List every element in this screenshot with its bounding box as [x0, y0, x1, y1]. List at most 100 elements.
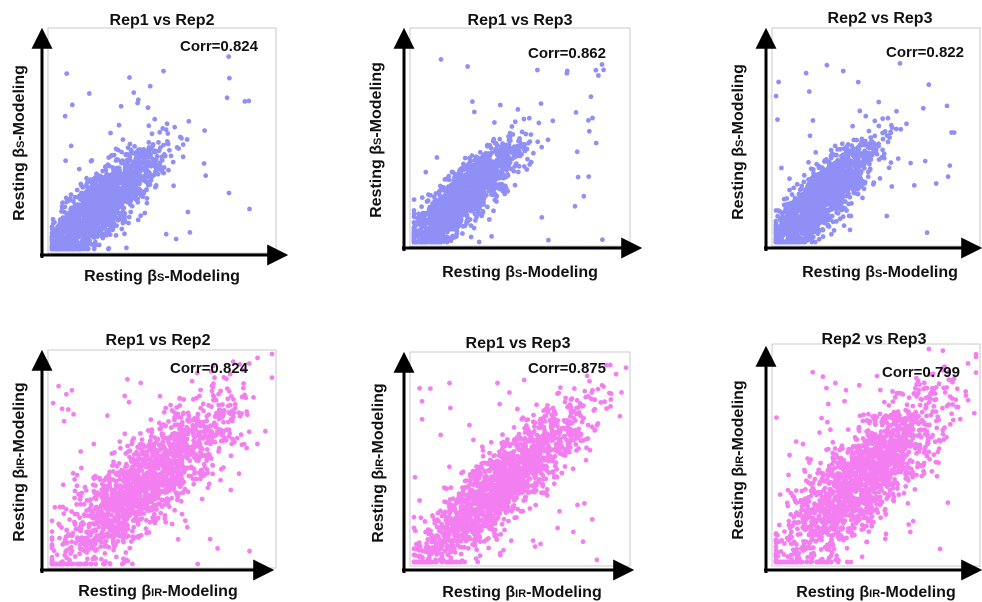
scatter-point [120, 137, 126, 143]
corr-annotation: Corr=0.862 [528, 45, 606, 62]
scatter-point [468, 234, 474, 240]
scatter-point [203, 173, 209, 179]
scatter-point [945, 174, 951, 180]
scatter-point [776, 79, 781, 85]
scatter-point [813, 150, 819, 155]
scatter-point [76, 193, 82, 199]
scatter-point [149, 131, 155, 137]
scatter-point [98, 225, 104, 231]
scatter-point [49, 246, 55, 252]
scatter-point [162, 153, 168, 159]
scatter-point [911, 183, 917, 188]
scatter-point [947, 163, 953, 169]
scatter-point [107, 163, 112, 169]
scatter-point [186, 118, 192, 124]
scatter-point [117, 187, 123, 193]
scatter-point [600, 237, 605, 243]
y-label-greek: β [368, 145, 385, 155]
scatter-point [419, 204, 424, 210]
scatter-point [107, 198, 112, 204]
scatter-point [835, 162, 841, 168]
scatter-point [526, 115, 532, 121]
panel-2: Rep1 vs Rep3 Corr=0.862 Resting βS-Model… [368, 12, 643, 281]
scatter-point [105, 204, 111, 209]
scatter-point [153, 149, 159, 155]
scatter-point [98, 177, 104, 183]
scatter-point [886, 165, 892, 171]
scatter-point [885, 139, 891, 145]
scatter-point [438, 57, 444, 62]
scatter-point [138, 213, 144, 219]
scatter-point [451, 180, 456, 186]
scatter-point [509, 156, 515, 162]
scatter-point [423, 169, 429, 175]
scatter-point [125, 175, 131, 181]
scatter-point [889, 184, 895, 189]
scatter-point [82, 242, 87, 248]
scatter-point [146, 171, 151, 177]
scatter-point [110, 185, 116, 190]
scatter-point [80, 184, 86, 190]
scatter-point [132, 144, 138, 149]
scatter-point [802, 239, 808, 245]
scatter-point [588, 94, 594, 100]
scatter-point [855, 79, 861, 85]
scatter-point [920, 105, 926, 111]
scatter-point [161, 170, 167, 176]
scatter-point [794, 181, 800, 187]
scatter-point [74, 239, 80, 245]
scatter-point [889, 122, 894, 128]
scatter-point [92, 180, 98, 185]
scatter-point [108, 130, 113, 136]
scatter-point [172, 124, 178, 130]
scatter-point [109, 217, 115, 223]
scatter-point [185, 209, 191, 215]
scatter-point [448, 204, 454, 210]
scatter-point [124, 245, 129, 251]
scatter-points [773, 61, 957, 245]
scatter-point [161, 142, 166, 148]
scatter-point [491, 208, 496, 214]
scatter-point [417, 222, 423, 227]
scatter-point [586, 128, 592, 134]
scatter-point [884, 133, 890, 139]
scatter-point [165, 141, 171, 146]
scatter-point [118, 103, 124, 109]
scatter-point [888, 160, 894, 166]
y-label-tail: -Modeling [368, 62, 385, 138]
scatter-point [202, 128, 208, 134]
scatter-point [861, 165, 867, 171]
scatter-point [128, 198, 134, 204]
scatter-point [775, 117, 780, 122]
scatter-point [119, 194, 125, 199]
scatter-point [184, 137, 190, 142]
scatter-point [853, 184, 859, 190]
scatter-point [841, 162, 846, 167]
scatter-point [96, 200, 102, 206]
scatter-point [846, 201, 851, 207]
scatter-point [467, 190, 473, 196]
scatter-point [49, 224, 55, 230]
scatter-point [479, 195, 484, 201]
scatter-point [60, 237, 66, 242]
scatter-point [944, 103, 950, 109]
scatter-point [508, 166, 514, 172]
scatter-point [487, 177, 493, 183]
scatter-point [416, 211, 421, 217]
scatter-point [187, 230, 193, 235]
scatter-point [550, 118, 556, 124]
scatter-point [486, 217, 492, 222]
scatter-point [129, 203, 135, 209]
scatter-point [174, 145, 180, 150]
scatter-point [164, 121, 170, 127]
scatter-point [94, 206, 99, 212]
scatter-point [159, 157, 165, 163]
scatter-point [504, 167, 510, 173]
scatter-point [504, 153, 509, 159]
scatter-point [68, 223, 73, 229]
scatter-point [69, 102, 75, 108]
scatter-point [438, 185, 444, 191]
scatter-point [484, 192, 489, 198]
scatter-point [951, 130, 957, 136]
scatter-point [166, 167, 171, 173]
